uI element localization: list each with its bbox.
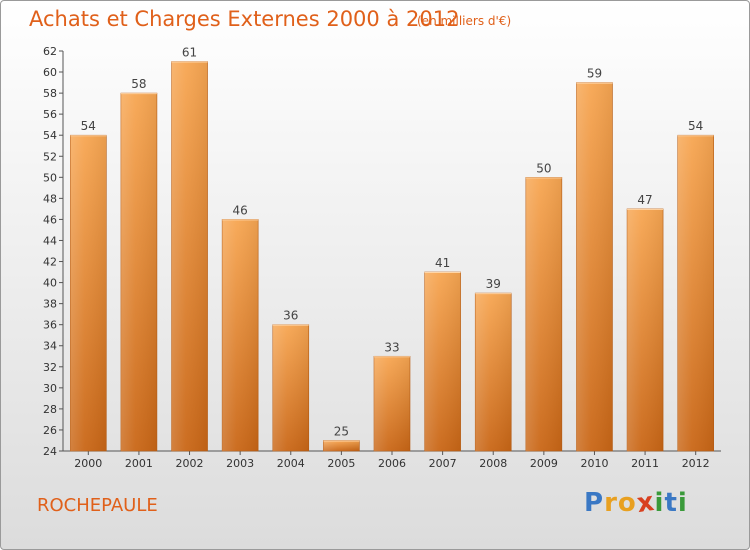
x-tick-label: 2003	[226, 457, 254, 470]
y-tick-label: 36	[43, 319, 57, 332]
x-tick-label: 2005	[327, 457, 355, 470]
logo-letter: r	[604, 488, 618, 518]
bar-sheen	[627, 208, 664, 451]
bar-sheen	[677, 135, 714, 452]
data-label: 39	[486, 277, 501, 291]
x-tick-label: 2007	[429, 457, 457, 470]
y-tick-label: 24	[43, 445, 57, 458]
proxiti-logo: Proxiti	[584, 486, 688, 520]
data-label: 61	[182, 46, 197, 60]
logo-letter: i	[654, 488, 665, 518]
y-tick-label: 32	[43, 361, 57, 374]
bar-sheen	[171, 61, 208, 452]
x-tick-label: 2010	[580, 457, 608, 470]
y-tick-label: 38	[43, 298, 57, 311]
y-tick-label: 50	[43, 171, 57, 184]
y-tick-label: 26	[43, 424, 57, 437]
y-tick-label: 60	[43, 66, 57, 79]
y-tick-label: 46	[43, 213, 57, 226]
y-tick-label: 54	[43, 129, 57, 142]
x-tick-label: 2008	[479, 457, 507, 470]
data-label: 54	[688, 119, 703, 133]
commune-name: ROCHEPAULE	[37, 495, 158, 516]
y-tick-label: 28	[43, 403, 57, 416]
axes: 24 26 28 30 32 34 36 38 40 42 44 46 48 50 52 54 56 58 60 62…	[43, 45, 721, 470]
data-label: 33	[384, 340, 399, 354]
x-tick-label: 2009	[530, 457, 558, 470]
data-label: 50	[536, 161, 551, 175]
y-tick-label: 40	[43, 277, 57, 290]
bar-sheen	[222, 219, 259, 451]
bar-sheen	[576, 82, 613, 451]
x-tick-label: 2011	[631, 457, 659, 470]
y-tick-label: 58	[43, 87, 57, 100]
bar-sheen	[120, 93, 157, 452]
bar-sheen	[70, 135, 107, 452]
data-label: 47	[637, 193, 652, 207]
logo-letter: x	[634, 486, 657, 520]
x-tick-label: 2006	[378, 457, 406, 470]
data-label: 58	[131, 77, 146, 91]
chart-subtitle: (en milliers d'€)	[417, 14, 512, 28]
x-tick-label: 2012	[682, 457, 710, 470]
y-tick-label: 52	[43, 150, 57, 163]
bar-sheen	[272, 324, 309, 451]
logo-letter: o	[617, 488, 637, 518]
chart-title: Achats et Charges Externes 2000 à 2012	[29, 7, 460, 31]
logo-letter: i	[677, 488, 688, 518]
y-tick-label: 44	[43, 234, 57, 247]
data-label: 25	[334, 424, 349, 438]
bar-sheen	[475, 293, 512, 451]
x-tick-label: 2001	[125, 457, 153, 470]
bar-sheen	[424, 272, 461, 451]
x-tick-label: 2004	[277, 457, 305, 470]
data-label: 46	[233, 203, 248, 217]
y-tick-label: 62	[43, 45, 57, 58]
data-label: 41	[435, 256, 450, 270]
y-tick-label: 48	[43, 192, 57, 205]
bar-sheen	[374, 356, 410, 451]
logo-letter: P	[584, 488, 605, 518]
x-tick-label: 2000	[74, 457, 102, 470]
y-tick-label: 34	[43, 340, 57, 353]
y-tick-label: 56	[43, 108, 57, 121]
data-label: 59	[587, 67, 602, 81]
logo-letter: t	[664, 488, 678, 518]
x-tick-label: 2002	[176, 457, 204, 470]
data-label: 36	[283, 309, 298, 323]
y-tick-label: 42	[43, 256, 57, 269]
bar-sheen	[525, 177, 562, 451]
data-labels: 54 58 61 46 36 25 33 41 39 50 59 47 54	[81, 46, 704, 439]
data-label: 54	[81, 119, 96, 133]
bar-sheen	[323, 440, 360, 451]
bars	[70, 61, 714, 452]
y-tick-label: 30	[43, 382, 57, 395]
